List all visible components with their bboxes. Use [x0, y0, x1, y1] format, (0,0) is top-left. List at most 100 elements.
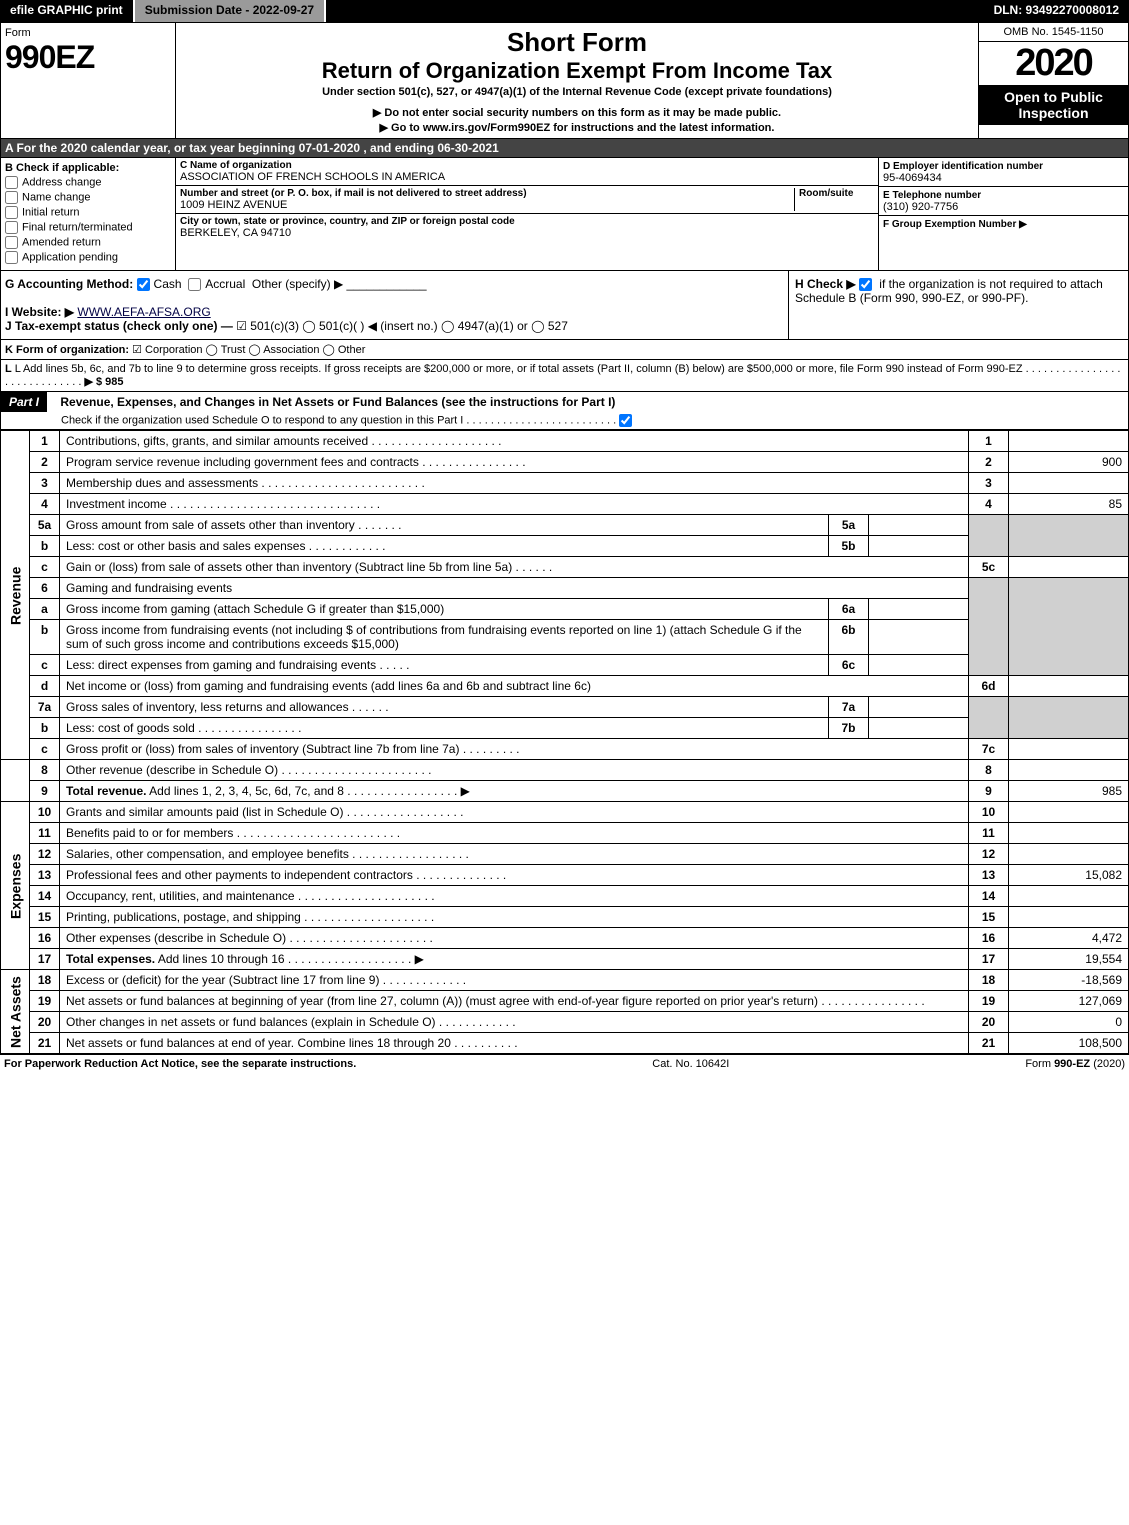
cb-final-return[interactable]: Final return/terminated	[5, 221, 171, 234]
line-18-amt: -18,569	[1009, 970, 1129, 991]
line-5a-num: 5a	[30, 515, 60, 536]
line-5c-desc: Gain or (loss) from sale of assets other…	[66, 560, 512, 574]
tax-year: 2020	[979, 42, 1128, 85]
line-12-desc: Salaries, other compensation, and employ…	[66, 847, 349, 861]
line-4-num: 4	[30, 494, 60, 515]
org-column: C Name of organization ASSOCIATION OF FR…	[176, 158, 878, 270]
submission-date-tab: Submission Date - 2022-09-27	[135, 0, 326, 22]
addr-label: Number and street (or P. O. box, if mail…	[180, 188, 794, 199]
accrual-label: Accrual	[205, 277, 245, 291]
line-11-amt	[1009, 823, 1129, 844]
pra-notice: For Paperwork Reduction Act Notice, see …	[4, 1058, 356, 1070]
cb-name-change[interactable]: Name change	[5, 191, 171, 204]
line-17-amt: 19,554	[1009, 949, 1129, 970]
line-14-amt	[1009, 886, 1129, 907]
part1-header-row: Part I Revenue, Expenses, and Changes in…	[0, 392, 1129, 430]
tax-year-period: A For the 2020 calendar year, or tax yea…	[0, 139, 1129, 158]
line-14-num: 14	[30, 886, 60, 907]
h-label: H Check ▶	[795, 277, 856, 291]
l-row: L L Add lines 5b, 6c, and 7b to line 9 t…	[0, 360, 1129, 392]
line-5a-box: 5a	[829, 515, 869, 536]
line-12-num: 12	[30, 844, 60, 865]
line-12-lnnum: 12	[969, 844, 1009, 865]
check-b-label: B Check if applicable:	[5, 162, 171, 174]
line-7a-num: 7a	[30, 697, 60, 718]
line-10-lnnum: 10	[969, 802, 1009, 823]
cat-number: Cat. No. 10642I	[652, 1058, 729, 1070]
d-label: D Employer identification number	[883, 161, 1043, 172]
part1-title: Revenue, Expenses, and Changes in Net As…	[50, 395, 615, 409]
line-5b-desc: Less: cost or other basis and sales expe…	[66, 539, 305, 553]
line-13-desc: Professional fees and other payments to …	[66, 868, 413, 882]
line-4-desc: Investment income	[66, 497, 167, 511]
line-10-amt	[1009, 802, 1129, 823]
line-4-lnnum: 4	[969, 494, 1009, 515]
line-14-lnnum: 14	[969, 886, 1009, 907]
f-label: F Group Exemption Number ▶	[883, 219, 1027, 230]
revenue-section-label: Revenue	[1, 431, 30, 760]
j-options: ☑ 501(c)(3) ◯ 501(c)( ) ◀ (insert no.) ◯…	[236, 319, 568, 333]
efile-print-tab[interactable]: efile GRAPHIC print	[0, 0, 135, 22]
line-1-desc: Contributions, gifts, grants, and simila…	[66, 434, 368, 448]
part1-tab: Part I	[1, 392, 47, 412]
line-18-desc: Excess or (deficit) for the year (Subtra…	[66, 973, 379, 987]
line-6-num: 6	[30, 578, 60, 599]
line-7b-box: 7b	[829, 718, 869, 739]
line-8-num: 8	[30, 760, 60, 781]
form-label: Form	[5, 27, 171, 39]
k-label: K Form of organization:	[5, 344, 129, 356]
line-7a-desc: Gross sales of inventory, less returns a…	[66, 700, 349, 714]
l-amount: ▶ $ 985	[84, 376, 123, 388]
line-8-lnnum: 8	[969, 760, 1009, 781]
website-link[interactable]: WWW.AEFA-AFSA.ORG	[77, 305, 210, 319]
org-name: ASSOCIATION OF FRENCH SCHOOLS IN AMERICA	[180, 171, 445, 183]
check-b-column: B Check if applicable: Address change Na…	[1, 158, 176, 270]
line-2-lnnum: 2	[969, 452, 1009, 473]
line-15-amt	[1009, 907, 1129, 928]
e-label: E Telephone number	[883, 190, 981, 201]
line-6d-desc: Net income or (loss) from gaming and fun…	[60, 676, 969, 697]
line-6d-num: d	[30, 676, 60, 697]
expenses-section-label: Expenses	[1, 802, 30, 970]
line-20-amt: 0	[1009, 1012, 1129, 1033]
form-number: 990EZ	[5, 39, 171, 76]
line-10-desc: Grants and similar amounts paid (list in…	[66, 805, 343, 819]
line-20-num: 20	[30, 1012, 60, 1033]
line-21-amt: 108,500	[1009, 1033, 1129, 1054]
cb-schedule-b[interactable]	[859, 278, 872, 291]
line-3-num: 3	[30, 473, 60, 494]
form-header: Form 990EZ Short Form Return of Organiza…	[0, 22, 1129, 139]
cb-address-change[interactable]: Address change	[5, 176, 171, 189]
cb-amended-return[interactable]: Amended return	[5, 236, 171, 249]
line-8-amt	[1009, 760, 1129, 781]
line-7c-lnnum: 7c	[969, 739, 1009, 760]
no-ssn-note: ▶ Do not enter social security numbers o…	[180, 106, 974, 119]
line-6a-desc: Gross income from gaming (attach Schedul…	[60, 599, 829, 620]
line-20-lnnum: 20	[969, 1012, 1009, 1033]
footer: For Paperwork Reduction Act Notice, see …	[0, 1054, 1129, 1073]
line-6b-box: 6b	[829, 620, 869, 655]
line-6d-lnnum: 6d	[969, 676, 1009, 697]
line-5b-box: 5b	[829, 536, 869, 557]
line-3-lnnum: 3	[969, 473, 1009, 494]
l-text: L Add lines 5b, 6c, and 7b to line 9 to …	[15, 363, 1023, 375]
goto-link[interactable]: ▶ Go to www.irs.gov/Form990EZ for instru…	[180, 121, 974, 134]
line-19-lnnum: 19	[969, 991, 1009, 1012]
cb-application-pending[interactable]: Application pending	[5, 251, 171, 264]
line-11-desc: Benefits paid to or for members	[66, 826, 233, 840]
cb-accrual[interactable]	[188, 278, 201, 291]
org-city: BERKELEY, CA 94710	[180, 227, 291, 239]
line-15-desc: Printing, publications, postage, and shi…	[66, 910, 301, 924]
cb-initial-return[interactable]: Initial return	[5, 206, 171, 219]
cb-schedule-o[interactable]	[619, 414, 632, 427]
line-13-num: 13	[30, 865, 60, 886]
line-18-lnnum: 18	[969, 970, 1009, 991]
line-3-amt	[1009, 473, 1129, 494]
line-16-desc: Other expenses (describe in Schedule O)	[66, 931, 286, 945]
line-16-num: 16	[30, 928, 60, 949]
line-5b-num: b	[30, 536, 60, 557]
line-13-amt: 15,082	[1009, 865, 1129, 886]
form-version: Form 990-EZ (2020)	[1025, 1058, 1125, 1070]
city-label: City or town, state or province, country…	[180, 216, 874, 227]
cb-cash[interactable]	[137, 278, 150, 291]
